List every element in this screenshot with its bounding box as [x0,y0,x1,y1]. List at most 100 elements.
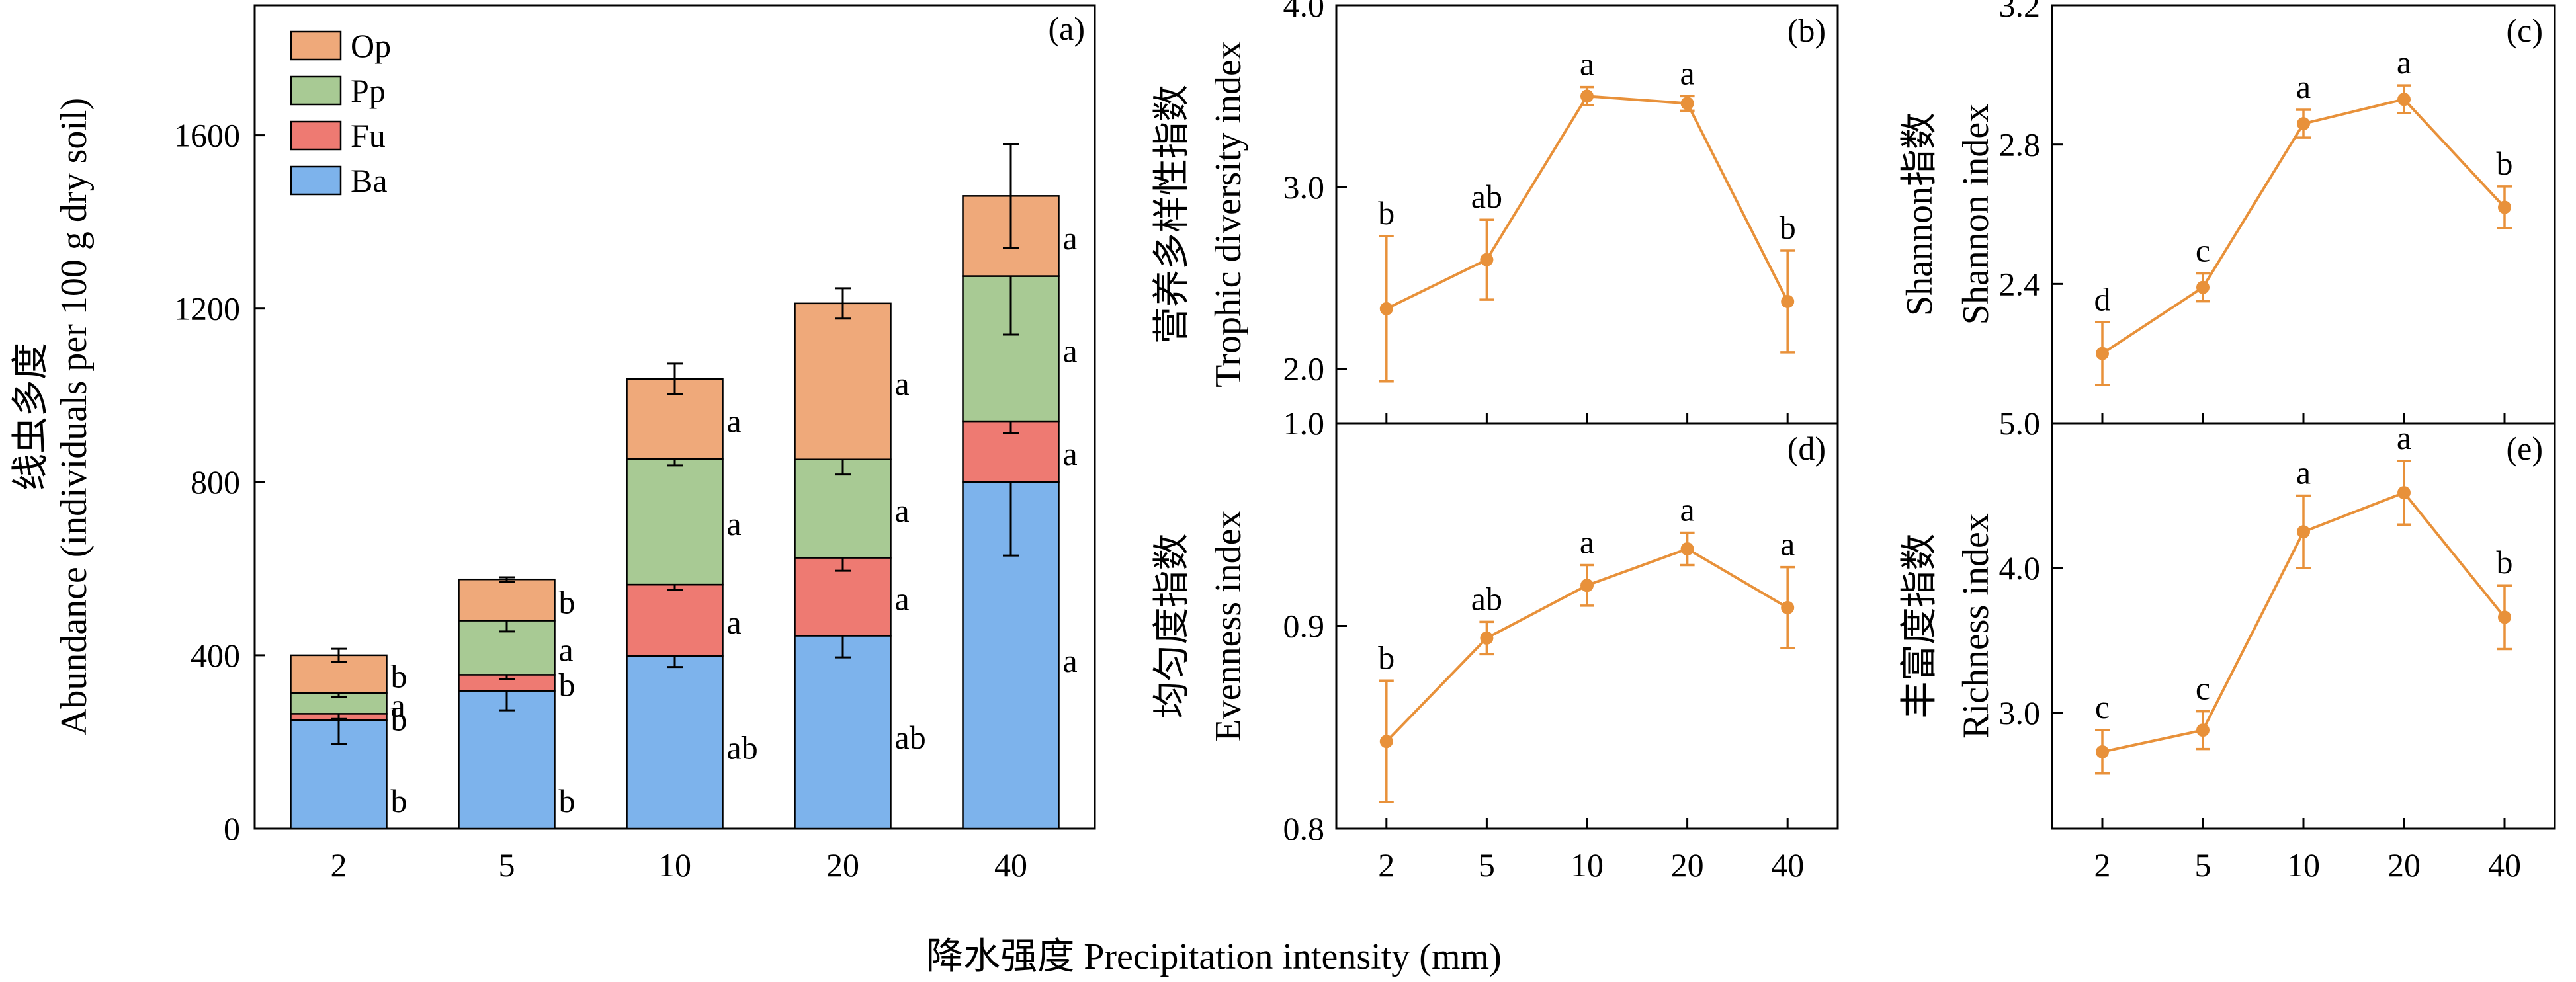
bar-segment-ba [626,655,724,830]
panel-e-data-point [2096,745,2109,758]
panel-e-significance-letter: a [2296,454,2311,491]
panel-c-ytick-label: 2.4 [1999,265,2041,302]
panel-d-xtick-label: 10 [1570,846,1604,883]
x-axis-label: 降水强度 Precipitation intensity (mm) [926,936,1501,977]
panel-c-data-point [2096,347,2109,360]
panel-e-significance-letter: c [2095,688,2110,725]
panel-d-ytick-label: 0.9 [1283,608,1325,645]
panel-d-xtick-label: 40 [1771,846,1804,883]
panel-d-xtick-label: 2 [1378,846,1395,883]
panel-b-label: (b) [1787,12,1826,49]
panel-b-data-point [1680,97,1694,110]
panel-b-significance-letter: a [1580,46,1594,83]
panel-b-line-chart: (b) 营养多样性指数 Trophic diversity index 2.0 3.0 4… [1152,0,1839,425]
panel-b-ytick-label: 3.0 [1283,169,1325,206]
panel-e-ylabel-en: Richness index [1955,513,1996,739]
legend-swatch-ba [290,165,342,196]
panel-c-significance-letter: b [2497,145,2513,182]
panel-e-significance-letter: a [2397,419,2411,456]
significance-letter-ba: ab [727,729,758,766]
panel-a-label: (a) [1049,10,1086,47]
panel-e-xtick-label: 20 [2387,846,2421,883]
panel-a-xtick-label: 5 [499,846,515,883]
significance-letter-fu: a [895,580,910,617]
panel-c-ytick-label: 2.8 [1999,126,2041,163]
panel-a-xtick-label: 20 [826,846,859,883]
panel-a-xtick-label: 2 [331,846,347,883]
panel-e-xtick-label: 5 [2195,846,2211,883]
panel-d-ylabel-en: Evenness index [1208,511,1249,742]
panel-d-ytick-label: 0.8 [1283,810,1325,847]
panel-c-significance-letter: c [2196,232,2210,269]
panel-a-ytick-label: 1600 [174,117,240,154]
panel-d-data-point [1379,735,1393,749]
panel-b-data-point [1580,89,1594,103]
panel-e-ylabel-cn: 丰富度指数 [1899,534,1940,719]
panel-b-data-point [1480,253,1494,266]
panel-c-significance-letter: a [2296,68,2311,105]
panel-e-data-point [2498,610,2511,624]
panel-e-xtick-label: 2 [2094,846,2111,883]
significance-letter-ba: a [1063,642,1078,679]
panel-c-ytick-label: 3.2 [1999,0,2041,24]
significance-letter-op: b [391,657,408,694]
significance-letter-op: a [727,402,742,439]
legend-label-ba: Ba [351,162,388,199]
significance-letter-op: a [1063,220,1078,257]
legend-swatch-fu [290,120,342,151]
significance-letter-fu: a [727,604,742,641]
panel-d-label: (d) [1787,430,1826,467]
panel-c-data-point [2297,117,2310,131]
bar-segment-fu [962,420,1060,483]
significance-letter-fu: b [391,700,408,737]
panel-a-ytick-label: 800 [191,464,240,501]
bar-segment-fu [626,583,724,657]
panel-e-xtick-label: 10 [2287,846,2320,883]
legend-label-fu: Fu [351,117,386,154]
panel-e-significance-letter: b [2497,544,2513,581]
panel-a-ytick-label: 0 [224,810,240,847]
panel-e-line-chart: (e) 丰富度指数 Richness index 3.0 4.0 2 5 10 20 40 c c a a… [1899,419,2556,883]
panel-b-ytick-label: 2.0 [1283,350,1325,388]
significance-letter-fu: a [1063,435,1078,472]
panel-a-stacked-bar-chart: (a) 线虫多度 Abundance (individuals per 100 … [11,4,1096,883]
panel-d-xtick-label: 20 [1671,846,1704,883]
panel-a-legend: Op Pp Fu Ba [290,27,391,199]
panel-b-ytick-label: 4.0 [1283,0,1325,24]
significance-letter-fu: b [559,667,576,704]
panel-c-significance-letter: a [2397,44,2411,81]
bar-segment-op [794,302,892,460]
significance-letter-op: a [895,365,910,402]
significance-letter-pp: a [559,631,574,668]
panel-d-significance-letter: ab [1471,580,1502,617]
panel-c-data-point [2397,93,2411,106]
panel-d-data-point [1580,579,1594,593]
panel-a-xtick-label: 10 [658,846,691,883]
significance-letter-pp: a [727,505,742,542]
bar-segment-op [458,578,556,622]
panel-b-significance-letter: b [1780,209,1796,246]
panel-e-data-point [2196,723,2210,737]
panel-d-data-point [1781,600,1795,614]
panel-d-xtick-label: 5 [1479,846,1495,883]
significance-letter-pp: a [391,687,406,724]
panel-b-ylabel-cn: 营养多样性指数 [1152,85,1193,344]
panel-e-significance-letter: c [2196,670,2210,707]
panel-d-significance-letter: a [1680,491,1694,528]
panel-b-significance-letter: ab [1471,178,1502,215]
bar-segment-pp [626,458,724,586]
panel-a-ytick-label: 400 [191,637,240,674]
panel-c-data-point [2196,280,2210,294]
bar-segment-ba [458,690,556,830]
panel-a-ytick-label: 1200 [174,290,240,327]
panel-c-ylabel-en: Shannon index [1955,104,1996,325]
panel-c-data-point [2498,200,2511,214]
panel-a-axes: 0 400 800 1200 1600 2 5 10 20 40 [174,117,1027,883]
legend-label-pp: Pp [351,72,386,109]
significance-letter-ba: b [559,782,576,819]
bar-segment-pp [794,458,892,559]
legend-swatch-pp [290,75,342,106]
panel-d-ylabel-cn: 均匀度指数 [1152,534,1193,719]
